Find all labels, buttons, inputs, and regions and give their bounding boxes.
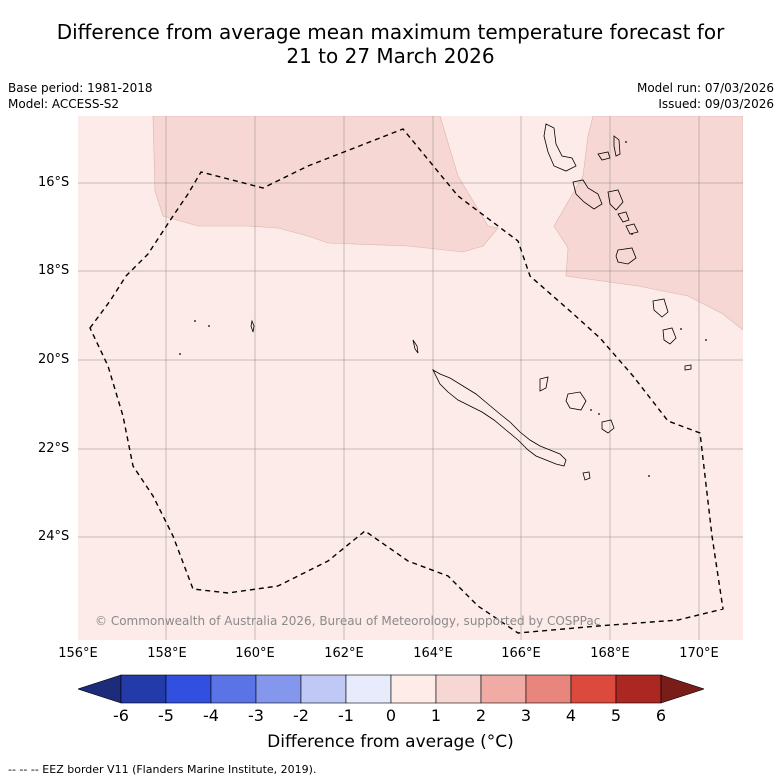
colorbar-tick: -6	[113, 706, 129, 725]
malekula-island	[607, 189, 624, 211]
chart-title: Difference from average mean maximum tem…	[0, 20, 781, 68]
warm-region-east	[553, 116, 743, 331]
lat-label: 18°S	[38, 263, 70, 278]
lon-label: 170°E	[679, 646, 719, 661]
colorbar-low-extension	[78, 674, 122, 704]
colorbar-cell	[390, 674, 437, 704]
colorbar-cell	[120, 674, 167, 704]
colorbar-cell	[615, 674, 662, 704]
lat-label: 16°S	[38, 175, 70, 190]
issued-date: Issued: 09/03/2026	[658, 97, 774, 111]
meta-right: Model run: 07/03/2026 Issued: 09/03/2026	[637, 80, 774, 112]
colorbar-tick: -5	[158, 706, 174, 725]
colorbar-tick: 0	[385, 706, 397, 725]
lon-label: 156°E	[58, 646, 98, 661]
islet	[208, 325, 210, 327]
chesterfield-islands	[250, 319, 255, 333]
aneityum-island	[662, 327, 677, 345]
colorbar-tick: -1	[338, 706, 354, 725]
lon-label: 160°E	[235, 646, 275, 661]
matthew-island	[684, 364, 692, 371]
islet	[705, 339, 707, 341]
tanna-island	[652, 298, 669, 318]
colorbar-tick: 3	[520, 706, 532, 725]
meta-left: Base period: 1981-2018 Model: ACCESS-S2	[8, 80, 153, 112]
efate-island	[625, 223, 639, 235]
new-caledonia-island	[432, 368, 567, 467]
model-run: Model run: 07/03/2026	[636, 81, 774, 95]
colorbar-cell	[435, 674, 482, 704]
islet	[680, 328, 682, 330]
islet	[590, 409, 592, 411]
colorbar-cell	[210, 674, 257, 704]
colorbar-tick: -3	[248, 706, 264, 725]
model-name: Model: ACCESS-S2	[8, 97, 120, 111]
colorbar-cell	[480, 674, 527, 704]
colorbar-cell	[570, 674, 617, 704]
colorbar-tick: 5	[610, 706, 622, 725]
isle-of-pines	[582, 471, 591, 481]
base-period: Base period: 1981-2018	[8, 81, 153, 95]
lat-label: 20°S	[38, 352, 70, 367]
lon-label: 162°E	[324, 646, 364, 661]
title-line-1: Difference from average mean maximum tem…	[56, 20, 725, 44]
belep-islands	[412, 339, 419, 354]
torres-banks-islands	[543, 123, 577, 172]
islet	[648, 475, 650, 477]
colorbar-cell	[165, 674, 212, 704]
islet	[625, 141, 627, 143]
colorbar-tick: 1	[430, 706, 442, 725]
colorbar-cell	[255, 674, 302, 704]
colorbar-tick: 6	[655, 706, 667, 725]
title-line-2: 21 to 27 March 2026	[286, 44, 495, 68]
islet	[179, 353, 181, 355]
colorbar-cell	[345, 674, 392, 704]
colorbar-tick: -2	[293, 706, 309, 725]
lon-label: 168°E	[590, 646, 630, 661]
islet	[194, 320, 196, 322]
colorbar	[78, 674, 704, 704]
eez-border	[89, 128, 724, 634]
ouvea-island	[539, 376, 549, 392]
lat-label: 22°S	[38, 441, 70, 456]
mare-island	[601, 419, 615, 434]
colorbar-label: Difference from average (°C)	[267, 732, 514, 752]
lifou-island	[565, 391, 587, 411]
islet	[631, 233, 633, 235]
epi-island	[617, 211, 630, 223]
warm-region-north	[152, 116, 499, 253]
colorbar-cells	[120, 674, 662, 704]
erromango-island	[615, 247, 637, 265]
espiritu-santo	[572, 179, 603, 210]
maewo-pentecost	[613, 135, 621, 157]
colorbar-cell	[300, 674, 347, 704]
lon-label: 158°E	[147, 646, 187, 661]
map-svg	[78, 116, 743, 640]
colorbar-high-extension	[660, 674, 704, 704]
lon-label: 166°E	[501, 646, 541, 661]
eez-footnote: -- -- -- EEZ border V11 (Flanders Marine…	[8, 763, 317, 776]
copyright-notice: © Commonwealth of Australia 2026, Bureau…	[95, 614, 601, 628]
lat-label: 24°S	[38, 529, 70, 544]
map-panel: © Commonwealth of Australia 2026, Bureau…	[78, 116, 743, 640]
lon-label: 164°E	[413, 646, 453, 661]
colorbar-tick: 4	[565, 706, 577, 725]
colorbar-tick: -4	[203, 706, 219, 725]
colorbar-cell	[525, 674, 572, 704]
ambae-island	[597, 151, 611, 161]
colorbar-tick: 2	[475, 706, 487, 725]
islet	[598, 413, 600, 415]
